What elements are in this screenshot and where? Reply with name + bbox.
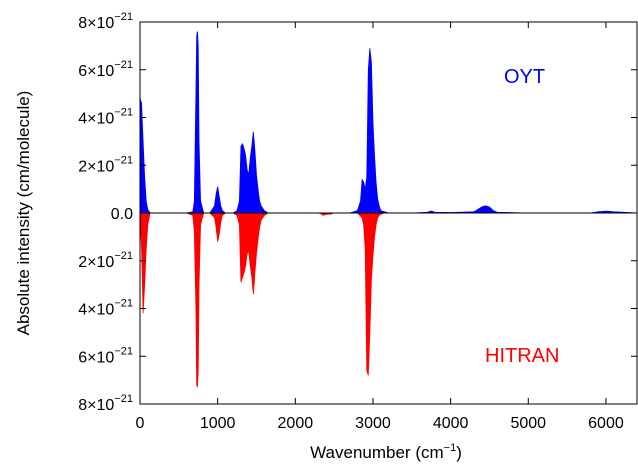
y-ticks: 8×10−21 6×10−21 4×10−21 2×10−21 0.0 2×10−21 4×… bbox=[78, 11, 637, 414]
x-tick-label: 6000 bbox=[588, 415, 624, 432]
y-tick-label: 2×10−21 bbox=[78, 250, 133, 271]
x-tick-label: 1000 bbox=[200, 415, 236, 432]
x-axis-title: Wavenumber (cm−1) bbox=[310, 442, 462, 462]
legend-label-hitran: HITRAN bbox=[485, 345, 559, 367]
x-tick-label: 0 bbox=[136, 415, 145, 432]
x-axis-title-end: ) bbox=[456, 443, 462, 462]
y-tick-label: 8×10−21 bbox=[78, 11, 133, 32]
plot-fills bbox=[139, 31, 638, 388]
x-tick-label: 5000 bbox=[510, 415, 546, 432]
y-tick-label: 8×10−21 bbox=[78, 393, 133, 414]
y-tick-label: 6×10−21 bbox=[78, 345, 133, 366]
y-tick-label: 0.0 bbox=[111, 206, 133, 223]
y-tick-label: 4×10−21 bbox=[78, 107, 133, 128]
y-tick-label: 4×10−21 bbox=[78, 298, 133, 319]
x-tick-label: 2000 bbox=[278, 415, 314, 432]
y-tick-label: 2×10−21 bbox=[78, 154, 133, 175]
x-ticks: 0 1000 2000 3000 4000 5000 6000 bbox=[136, 22, 624, 432]
x-tick-label: 3000 bbox=[355, 415, 391, 432]
x-tick-label: 4000 bbox=[433, 415, 469, 432]
legend-label-oyt: OYT bbox=[504, 66, 545, 88]
y-axis-title: Absolute intensity (cm/molecule) bbox=[14, 91, 33, 336]
x-axis-title-main: Wavenumber (cm bbox=[310, 443, 444, 462]
y-tick-label: 6×10−21 bbox=[78, 59, 133, 80]
series-area-hitran bbox=[139, 212, 637, 388]
x-axis-title-exponent: −1 bbox=[444, 442, 457, 454]
series-area-oyt bbox=[139, 31, 638, 214]
